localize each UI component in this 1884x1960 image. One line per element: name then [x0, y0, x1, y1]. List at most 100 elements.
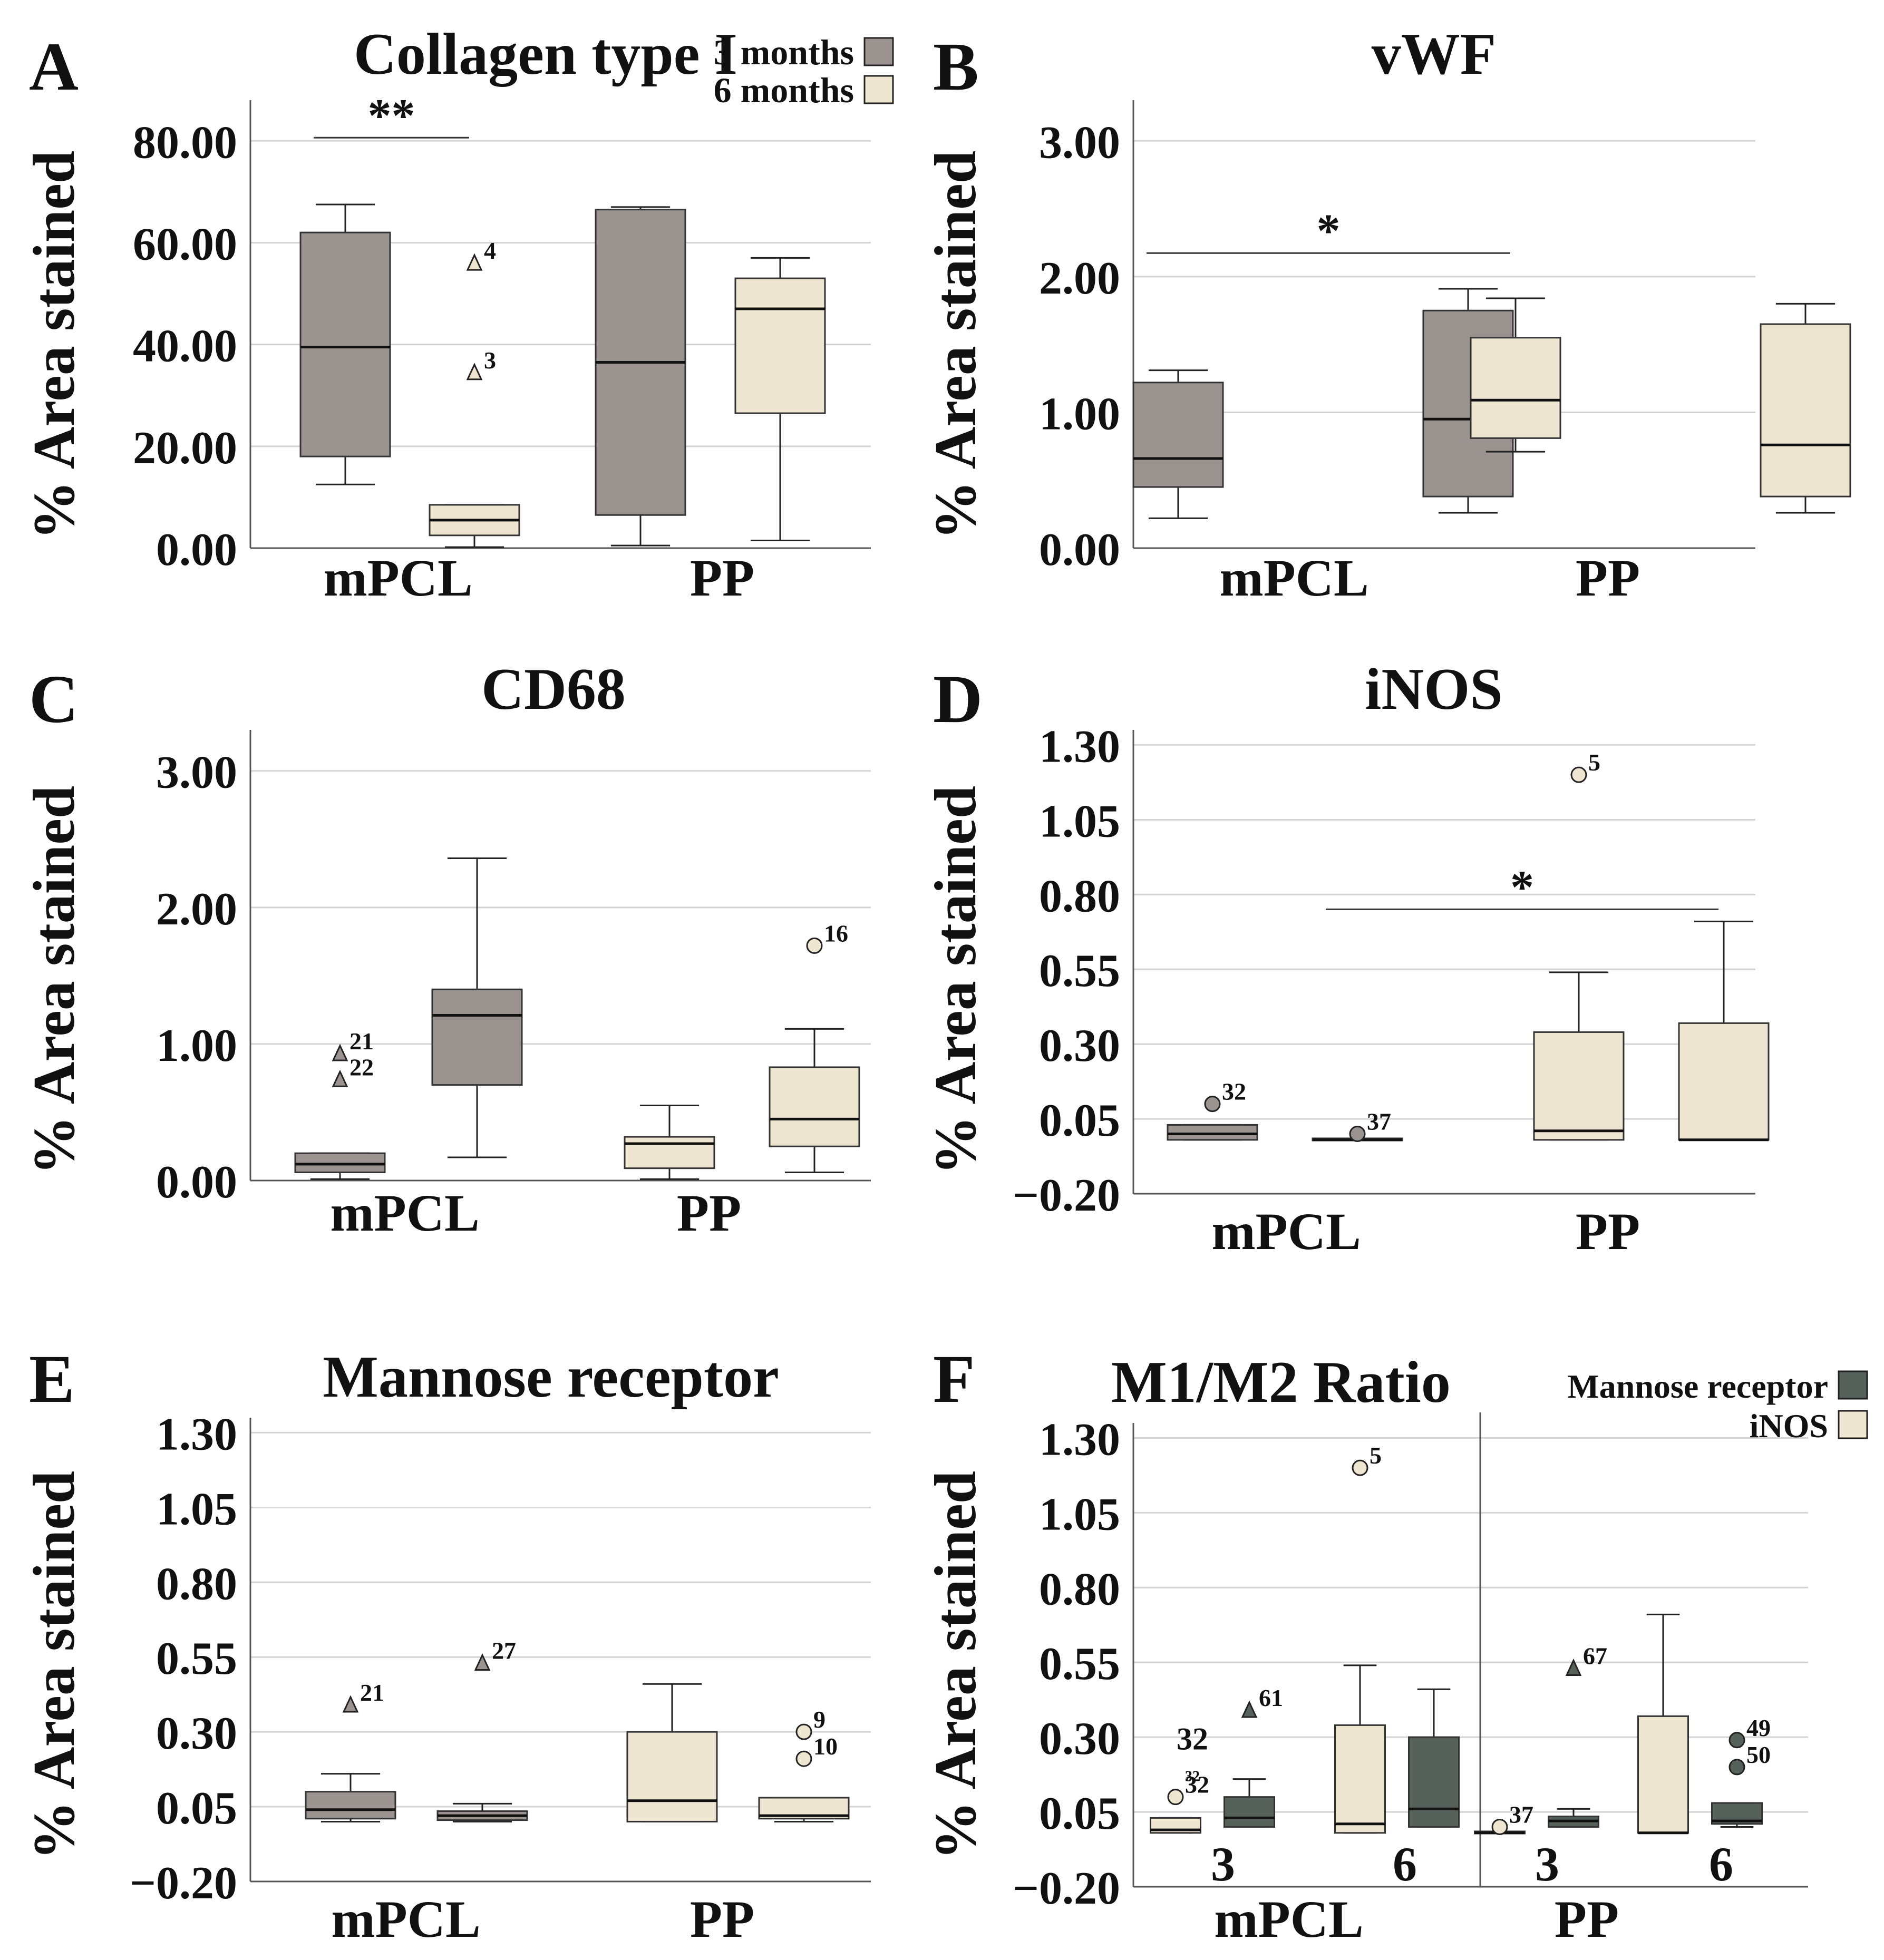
outlier-circle — [1728, 1759, 1745, 1776]
outlier-circle — [1491, 1818, 1508, 1835]
box-iqr — [1167, 1124, 1258, 1141]
box-iqr — [305, 1791, 396, 1820]
panel-letter: D — [933, 661, 983, 737]
outlier-label: 37 — [1509, 1801, 1533, 1828]
panel-letter: C — [29, 661, 79, 737]
box-plot — [734, 257, 826, 542]
legend-label: Mannose receptor — [1567, 1368, 1828, 1405]
box-plot — [626, 1683, 718, 1822]
y-tick-label: 80.00 — [133, 117, 237, 168]
outlier-circle — [1204, 1096, 1221, 1113]
x-category-label: mPCL — [331, 1890, 480, 1948]
legend-label: iNOS — [1750, 1407, 1828, 1445]
outlier-circle — [1167, 1789, 1184, 1806]
panel-letter: E — [29, 1341, 75, 1417]
legend-swatch — [1838, 1410, 1868, 1439]
small-annotation: 32 — [1185, 1769, 1200, 1785]
y-tick-label: 1.30 — [1039, 721, 1120, 772]
box-plot — [1408, 1688, 1460, 1828]
panel-F: F M1/M2 Ratio % Area stained −0.20 0.05 0.30 0… — [923, 1341, 1868, 1948]
y-tick-label: 1.30 — [1039, 1414, 1120, 1465]
box-iqr — [1223, 1796, 1275, 1828]
subgroup-label: 6 — [1709, 1837, 1733, 1891]
outlier-circle — [1352, 1459, 1368, 1476]
panel-letter: A — [29, 29, 79, 105]
y-axis-label: % Area stained — [22, 786, 87, 1175]
box-plot: 37 — [1312, 1108, 1403, 1142]
box-iqr — [1470, 337, 1561, 439]
box-iqr — [1408, 1736, 1460, 1828]
box-plot — [1760, 303, 1851, 514]
x-category-label: mPCL — [1214, 1890, 1363, 1948]
outlier-label: 4 — [484, 237, 496, 264]
box-plot: 61 — [1223, 1684, 1283, 1828]
outlier-triangle — [466, 363, 483, 381]
y-axis-label: % Area stained — [923, 1471, 988, 1860]
outlier-label: 49 — [1746, 1714, 1771, 1741]
x-category-label: PP — [677, 1184, 741, 1242]
y-tick-label: 1.30 — [156, 1409, 237, 1460]
x-category-label: PP — [1576, 1202, 1640, 1261]
outlier-label: 67 — [1583, 1643, 1607, 1670]
y-tick-label: 1.05 — [156, 1484, 237, 1535]
y-tick-label: 1.05 — [1039, 796, 1120, 847]
y-tick-label: 1.00 — [1039, 388, 1120, 440]
box-iqr — [294, 1152, 386, 1173]
outlier-triangle — [1565, 1658, 1582, 1676]
box-plot: 16 — [769, 920, 860, 1173]
x-category-label: PP — [690, 549, 754, 607]
box-plot: 5 — [1334, 1442, 1386, 1834]
chart-title: Collagen type I — [354, 22, 737, 87]
y-axis-label: % Area stained — [923, 786, 988, 1175]
y-tick-label: 3.00 — [1039, 117, 1120, 168]
legend-swatch — [1838, 1370, 1868, 1400]
box-iqr — [431, 988, 523, 1086]
outlier-circle — [806, 937, 823, 954]
box-plot: 27 — [436, 1637, 528, 1822]
outlier-label: 9 — [813, 1706, 826, 1733]
box-iqr — [626, 1731, 718, 1822]
y-tick-label: 0.00 — [156, 524, 237, 576]
outlier-circle — [1570, 766, 1587, 783]
y-tick-label: 2.00 — [156, 884, 237, 935]
y-tick-label: 40.00 — [133, 321, 237, 372]
x-category-label: PP — [1576, 549, 1640, 607]
y-tick-label: 1.00 — [156, 1020, 237, 1071]
box-plot: 37 — [1474, 1801, 1533, 1835]
outlier-circle — [1349, 1125, 1366, 1142]
outlier-triangle — [342, 1695, 359, 1713]
outlier-circle — [1728, 1732, 1745, 1749]
y-axis-label: % Area stained — [923, 151, 988, 540]
y-tick-label: 0.80 — [156, 1558, 237, 1610]
y-tick-label: 0.55 — [1039, 945, 1120, 997]
outlier-label: 32 — [1185, 1771, 1209, 1798]
box-iqr — [624, 1136, 715, 1169]
y-tick-label: 0.05 — [1039, 1095, 1120, 1146]
box-plot — [1678, 920, 1770, 1142]
y-tick-label: 0.05 — [1039, 1788, 1120, 1839]
significance-stars: ** — [368, 90, 415, 142]
chart-title: CD68 — [481, 657, 626, 722]
panel-C: C CD68 % Area stained 0.00 1.00 2.00 3.00 mPCL P… — [22, 657, 871, 1242]
outlier-triangle — [474, 1653, 491, 1671]
y-tick-label: −0.20 — [130, 1858, 237, 1909]
chart-title: M1/M2 Ratio — [1111, 1350, 1451, 1415]
box-iqr — [1132, 382, 1224, 488]
outlier-label: 5 — [1588, 749, 1600, 776]
legend-swatch — [863, 37, 894, 66]
significance-stars: * — [1510, 861, 1534, 913]
box-iqr — [299, 231, 391, 457]
outlier-label: 22 — [349, 1054, 374, 1080]
outlier-label: 10 — [813, 1733, 838, 1760]
outlier-label: 16 — [824, 920, 848, 947]
outlier-label: 37 — [1367, 1108, 1391, 1135]
box-plot: 32 — [1150, 1771, 1209, 1834]
box-plot — [1637, 1613, 1689, 1835]
y-tick-label: 1.05 — [1039, 1489, 1120, 1540]
outlier-circle — [795, 1723, 812, 1740]
